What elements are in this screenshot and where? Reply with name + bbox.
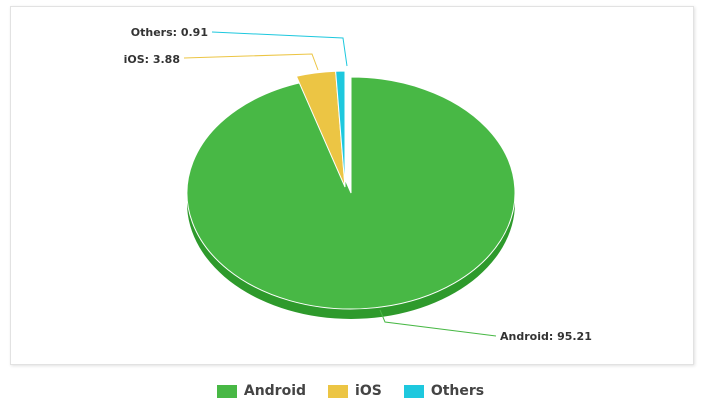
legend-label-others: Others	[430, 383, 485, 399]
leader-line-android	[379, 309, 497, 337]
legend-swatch-others	[403, 384, 424, 398]
pie-chart: Android: 95.21 iOS: 3.88 Others: 0.91	[124, 26, 592, 343]
legend-item-others[interactable]: Others	[403, 383, 485, 399]
legend-label-android: Android	[243, 383, 307, 399]
legend-swatch-android	[216, 384, 237, 398]
data-label-android: Android: 95.21	[500, 330, 592, 343]
data-label-others: Others: 0.91	[131, 26, 208, 39]
legend-item-ios[interactable]: iOS	[328, 383, 382, 399]
legend: Android iOS Others	[0, 383, 701, 399]
legend-item-android[interactable]: Android	[216, 383, 307, 399]
pie-slice-others[interactable]	[335, 70, 346, 188]
legend-label-ios: iOS	[355, 383, 382, 399]
data-label-ios: iOS: 3.88	[124, 53, 180, 66]
leader-line-ios	[183, 53, 319, 71]
pie-slice-android[interactable]	[186, 76, 516, 310]
legend-swatch-ios	[328, 384, 349, 398]
leader-line-others	[211, 31, 348, 67]
